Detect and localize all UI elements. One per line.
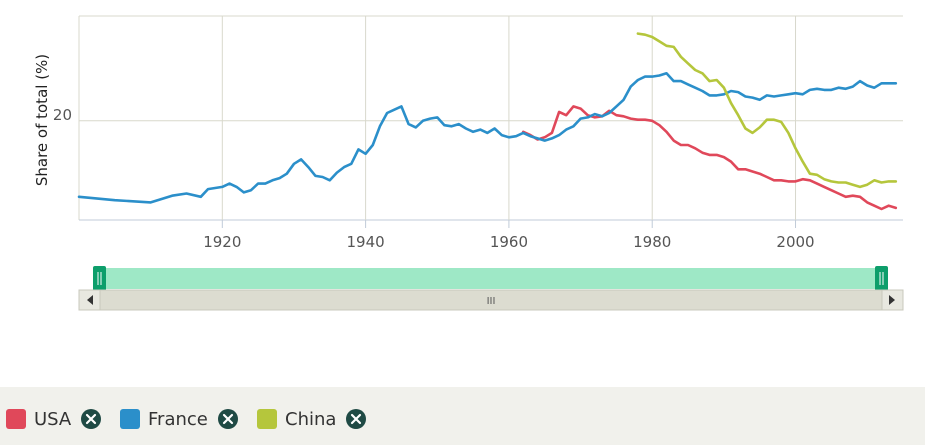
navigator-left-handle[interactable] bbox=[93, 266, 106, 291]
range-navigator[interactable]: III bbox=[78, 266, 904, 311]
series-line-france[interactable] bbox=[77, 72, 898, 204]
navigator-scrollbar[interactable]: III bbox=[78, 289, 904, 311]
remove-china-icon[interactable] bbox=[346, 409, 367, 429]
remove-usa-icon[interactable] bbox=[81, 409, 102, 429]
chart: 1920 1940 1960 1980 2000 20 Share of total (… bbox=[33, 15, 904, 311]
navigator-selected-range[interactable] bbox=[99, 268, 882, 289]
scroll-left-arrow-icon bbox=[87, 295, 93, 305]
legend-swatch-china bbox=[257, 409, 277, 429]
scroll-right-arrow-icon bbox=[889, 295, 895, 305]
legend-item-france[interactable]: France bbox=[120, 407, 238, 431]
legend-swatch-france bbox=[120, 409, 140, 429]
x-axis-ticks: 1920 1940 1960 1980 2000 bbox=[203, 220, 815, 251]
grid bbox=[78, 15, 903, 221]
legend-item-china[interactable]: China bbox=[257, 407, 367, 431]
scrollbar-grip-icon[interactable]: III bbox=[487, 296, 496, 307]
legend: USA France China bbox=[0, 387, 925, 445]
series-line-usa[interactable] bbox=[521, 105, 898, 211]
x-tick-label: 2000 bbox=[776, 233, 814, 251]
x-tick-label: 1960 bbox=[490, 233, 528, 251]
legend-label-france: France bbox=[148, 408, 208, 430]
legend-swatch-usa bbox=[6, 409, 26, 429]
series-line-china[interactable] bbox=[636, 32, 898, 189]
x-tick-label: 1920 bbox=[203, 233, 241, 251]
remove-france-icon[interactable] bbox=[217, 409, 238, 429]
y-axis-ticks: 20 bbox=[53, 106, 72, 124]
x-tick-label: 1980 bbox=[633, 233, 671, 251]
legend-label-china: China bbox=[285, 408, 337, 430]
x-tick-label: 1940 bbox=[347, 233, 385, 251]
legend-item-usa[interactable]: USA bbox=[6, 407, 102, 431]
navigator-right-handle[interactable] bbox=[875, 266, 888, 291]
y-tick-label: 20 bbox=[53, 106, 72, 124]
series-lines bbox=[77, 32, 898, 211]
legend-label-usa: USA bbox=[34, 408, 72, 430]
y-axis-title: Share of total (%) bbox=[33, 54, 51, 186]
